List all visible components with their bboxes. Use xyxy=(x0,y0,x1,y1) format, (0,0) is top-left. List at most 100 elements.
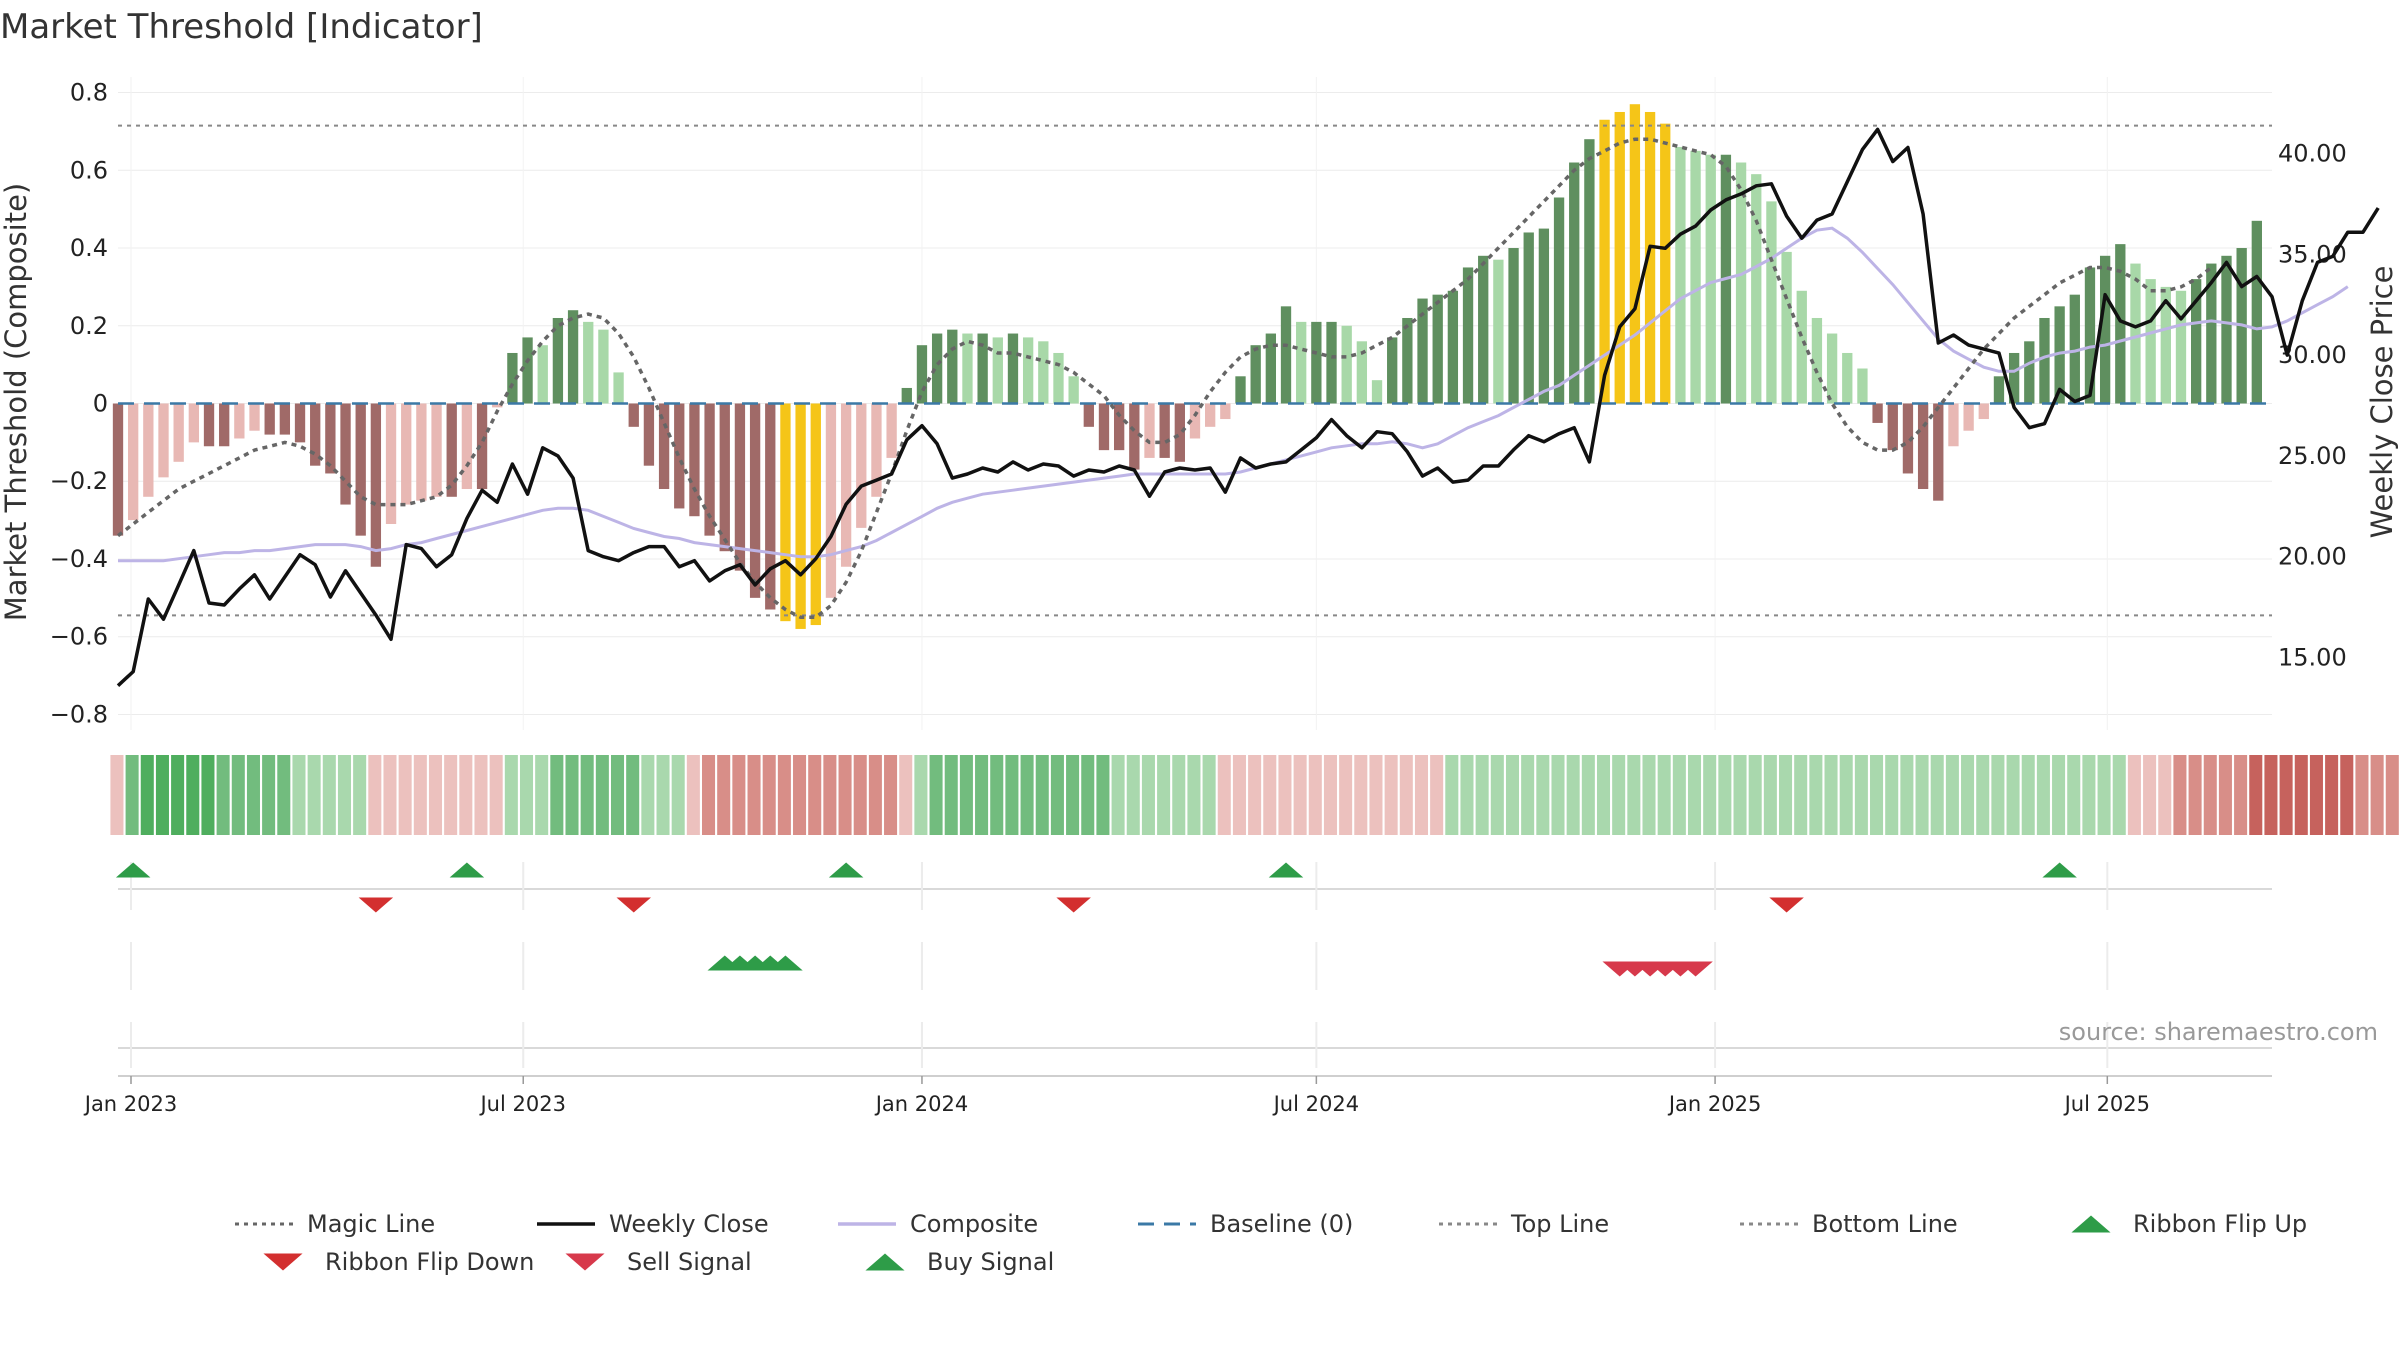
legend-item: Baseline (0) xyxy=(1138,1210,1353,1238)
ribbon-cell xyxy=(2112,755,2126,835)
ribbon-cell xyxy=(1642,755,1656,835)
ribbon-cell xyxy=(1870,755,1884,835)
ribbon-cell xyxy=(1521,755,1535,835)
legend-symbol xyxy=(565,1253,605,1271)
composite-bar xyxy=(1675,146,1686,404)
composite-bar xyxy=(310,403,321,466)
ribbon-cell xyxy=(2158,755,2172,835)
ribbon-cell xyxy=(1475,755,1489,835)
composite-bar xyxy=(1068,376,1079,404)
ribbon-cell xyxy=(656,755,670,835)
legend-label: Weekly Close xyxy=(609,1210,769,1238)
composite-bar xyxy=(507,352,518,404)
composite-bar xyxy=(825,403,837,598)
composite-bar xyxy=(340,403,351,505)
composite-bar xyxy=(1387,337,1398,404)
ribbon-cell xyxy=(1232,755,1246,835)
composite-bar xyxy=(1235,376,1246,404)
composite-bar xyxy=(1432,294,1443,404)
right-tick-label: 25.00 xyxy=(2278,442,2347,470)
composite-bar xyxy=(1993,376,2005,404)
composite-bar xyxy=(522,337,533,404)
ribbon-cell xyxy=(2294,755,2308,835)
ribbon-cell xyxy=(1354,755,1368,835)
ribbon-cell xyxy=(535,755,549,835)
composite-bar xyxy=(2160,286,2171,404)
ribbon-cell xyxy=(853,755,867,835)
composite-bar xyxy=(2251,220,2262,404)
composite-bar xyxy=(431,403,442,497)
ribbon-cell xyxy=(2067,755,2081,835)
left-tick-label: −0.2 xyxy=(50,467,108,495)
ribbon-cell xyxy=(1430,755,1444,835)
composite-bar xyxy=(2221,255,2232,404)
composite-bar xyxy=(1038,341,1049,404)
ribbon-cell xyxy=(2385,755,2399,835)
ribbon-cell xyxy=(1460,755,1474,835)
ribbon-cell xyxy=(1126,755,1140,835)
ribbon-cell xyxy=(110,755,124,835)
composite-bar xyxy=(2175,290,2187,404)
left-tick-label: 0.8 xyxy=(70,79,108,107)
composite-bar xyxy=(1371,380,1383,404)
ribbon-cell xyxy=(307,755,321,835)
ribbon-cell xyxy=(1414,755,1428,835)
ribbon-cell xyxy=(1566,755,1580,835)
ribbon-cell xyxy=(1748,755,1762,835)
ribbon-cell xyxy=(186,755,200,835)
composite-bar xyxy=(1447,290,1459,404)
composite-bar xyxy=(916,345,928,404)
ribbon-cell xyxy=(337,755,351,835)
composite-bar xyxy=(1584,139,1595,404)
composite-bar xyxy=(1766,201,1777,404)
composite-bar xyxy=(234,403,245,439)
ribbon-cell xyxy=(246,755,260,835)
ribbon-cell xyxy=(868,755,882,835)
composite-bar xyxy=(158,403,169,478)
ribbon-cell xyxy=(1157,755,1171,835)
ribbon-cell xyxy=(1885,755,1899,835)
ribbon-cell xyxy=(2355,755,2369,835)
ribbon-cell xyxy=(1081,755,1095,835)
composite-bar xyxy=(1629,104,1641,404)
ribbon-cell xyxy=(489,755,503,835)
composite-bar xyxy=(674,403,685,509)
ribbon-cell xyxy=(1293,755,1307,835)
composite-bar xyxy=(355,403,366,536)
composite-bar xyxy=(203,403,215,447)
ribbon-cell xyxy=(1202,755,1216,835)
composite-bar xyxy=(1098,403,1110,451)
ribbon-flip-up-marker xyxy=(828,862,864,878)
ribbon-cell xyxy=(201,755,215,835)
composite-bar xyxy=(628,403,639,427)
x-tick-label: Jan 2024 xyxy=(874,1092,969,1116)
ribbon-cell xyxy=(899,755,913,835)
ribbon-cell xyxy=(686,755,700,835)
composite-bar xyxy=(2099,255,2111,404)
composite-bar xyxy=(385,403,397,524)
composite-bar xyxy=(780,403,791,622)
composite-bar xyxy=(598,329,609,404)
ribbon-cell xyxy=(1809,755,1823,835)
composite-bar xyxy=(1887,403,1898,451)
composite-bar xyxy=(719,403,730,552)
composite-bar xyxy=(2115,244,2126,404)
composite-bar xyxy=(765,403,776,610)
composite-bar xyxy=(643,403,655,466)
composite-bar xyxy=(279,403,291,435)
composite-bar xyxy=(173,403,184,462)
ribbon-cell xyxy=(929,755,943,835)
composite-bar xyxy=(1614,111,1625,404)
composite-bar xyxy=(2190,279,2202,404)
x-tick-label: Jan 2023 xyxy=(83,1092,178,1116)
ribbon-cell xyxy=(368,755,382,835)
ribbon-flip-up-marker xyxy=(2042,862,2077,878)
ribbon-cell xyxy=(2082,755,2096,835)
ribbon-cell xyxy=(1490,755,1504,835)
composite-bar xyxy=(1569,162,1580,404)
composite-bar xyxy=(461,403,473,490)
legend-item: Magic Line xyxy=(235,1210,435,1238)
composite-bar xyxy=(1751,174,1762,404)
ribbon-cell xyxy=(1961,755,1975,835)
ribbon-cell xyxy=(626,755,640,835)
